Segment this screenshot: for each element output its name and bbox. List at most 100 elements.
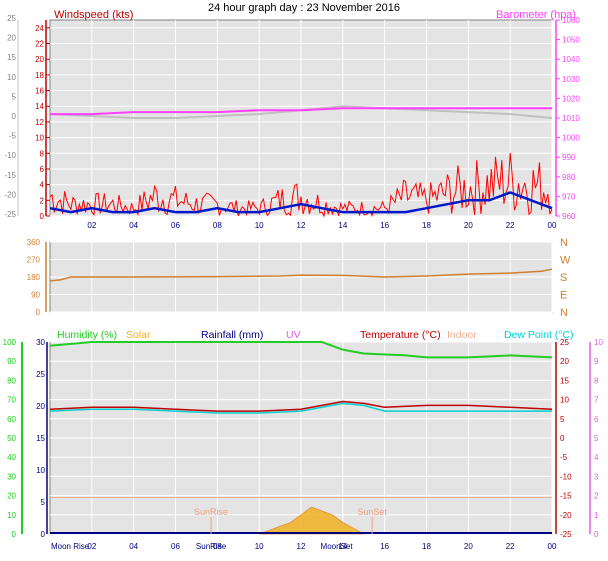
right-tick-label: 980 (562, 173, 576, 182)
outer-tick-label: 25 (7, 14, 16, 23)
time-tick-label: 16 (380, 221, 389, 230)
humidity-tick-label: 40 (7, 453, 16, 462)
sunrise-bottom-label: SunRise (196, 542, 227, 551)
time-tick-label: 20 (464, 221, 473, 230)
left-tick-label: 2 (40, 196, 45, 205)
humidity-tick-label: 50 (7, 434, 16, 443)
moonrise-label: Moon Rise (51, 542, 90, 551)
legend-entry: Rainfall (mm) (201, 329, 263, 341)
time-tick-label: 02 (87, 542, 96, 551)
rain-tick-label: 15 (36, 434, 45, 443)
time-tick-label: 14 (338, 542, 347, 551)
time-tick-label: 02 (87, 221, 96, 230)
left-tick-label: 360 (27, 238, 41, 247)
legend-entry: Indoor (447, 329, 477, 341)
temp-tick-label: 10 (560, 396, 569, 405)
time-tick-label: 06 (171, 542, 180, 551)
outer-tick-label: -25 (4, 210, 16, 219)
humidity-tick-label: 10 (7, 511, 16, 520)
temperature-line (49, 400, 553, 412)
uv-tick-label: 10 (594, 338, 603, 347)
uv-tick-label: 3 (594, 472, 599, 481)
temp-tick-label: 15 (560, 376, 569, 385)
temp-tick-label: -25 (560, 530, 572, 539)
direction-label: N (560, 307, 568, 319)
left-tick-label: 20 (35, 55, 44, 64)
direction-label: W (560, 255, 571, 267)
rain-tick-label: 25 (36, 370, 45, 379)
uv-tick-label: 6 (594, 415, 599, 424)
outer-tick-label: 0 (12, 112, 17, 121)
rain-tick-label: 30 (36, 338, 45, 347)
left-tick-label: 14 (35, 102, 44, 111)
time-tick-label: 20 (464, 542, 473, 551)
uv-tick-label: 8 (594, 376, 599, 385)
left-tick-label: 6 (40, 165, 45, 174)
humidity-tick-label: 70 (7, 396, 16, 405)
time-tick-label: 00 (548, 542, 557, 551)
right-tick-label: 1010 (562, 114, 580, 123)
left-tick-label: 0 (40, 212, 45, 221)
time-tick-label: 14 (338, 221, 347, 230)
outer-tick-label: 5 (12, 92, 17, 101)
humidity-tick-label: 80 (7, 376, 16, 385)
time-tick-label: 22 (506, 221, 515, 230)
outer-tick-label: -10 (4, 151, 16, 160)
left-tick-label: 22 (35, 40, 44, 49)
time-tick-label: 16 (380, 542, 389, 551)
humidity-tick-label: 20 (7, 492, 16, 501)
humidity-tick-label: 0 (12, 530, 17, 539)
humidity-tick-label: 90 (7, 357, 16, 366)
outer-tick-label: 10 (7, 73, 16, 82)
time-tick-label: 04 (129, 221, 138, 230)
outer-tick-label: -15 (4, 171, 16, 180)
right-tick-label: 1040 (562, 55, 580, 64)
outer-tick-label: 20 (7, 34, 16, 43)
left-tick-label: 90 (31, 291, 40, 300)
moonset-label: MoonSet (321, 542, 354, 551)
time-tick-label: 12 (297, 221, 306, 230)
time-tick-label: 10 (255, 542, 264, 551)
right-tick-label: 1000 (562, 134, 580, 143)
page-title: 24 hour graph day : 23 November 2016 (208, 2, 400, 14)
temp-tick-label: 20 (560, 357, 569, 366)
legend-entry: Humidity (%) (57, 329, 117, 341)
wind-barometer-panel: 024681012141618202224-25-20-15-10-505101… (4, 9, 580, 230)
sunrise-label: SunRise (194, 507, 228, 517)
legend-entry: Solar (126, 329, 151, 341)
left-tick-label: 16 (35, 87, 44, 96)
humidity-tick-label: 60 (7, 415, 16, 424)
temp-tick-label: 5 (560, 415, 565, 424)
uv-tick-label: 5 (594, 434, 599, 443)
barometer-line (50, 107, 552, 116)
right-tick-label: 990 (562, 153, 576, 162)
time-tick-label: 06 (171, 221, 180, 230)
wind-average-line (49, 191, 553, 214)
right-tick-label: 1050 (562, 36, 580, 45)
humidity-tick-label: 30 (7, 472, 16, 481)
legend-entry: Dew Point (°C) (504, 329, 574, 341)
time-tick-label: 18 (422, 542, 431, 551)
left-tick-label: 270 (27, 256, 41, 265)
left-tick-label: 12 (35, 118, 44, 127)
left-axis-label: Windspeed (kts) (54, 9, 133, 21)
right-axis-label: Barometer (hpa) (496, 9, 576, 21)
legend-entry: UV (286, 329, 301, 341)
right-tick-label: 1060 (562, 16, 580, 25)
outer-tick-label: -20 (4, 190, 16, 199)
rain-tick-label: 20 (36, 402, 45, 411)
uv-tick-label: 7 (594, 396, 599, 405)
temp-tick-label: -5 (560, 453, 568, 462)
time-tick-label: 18 (422, 221, 431, 230)
uv-tick-label: 0 (594, 530, 599, 539)
uv-tick-label: 2 (594, 492, 599, 501)
direction-label: N (560, 237, 568, 249)
legend-entry: Temperature (°C) (360, 329, 441, 341)
outer-tick-label: -5 (9, 132, 17, 141)
right-tick-label: 1020 (562, 94, 580, 103)
temperature-humidity-panel: Humidity (%) Solar Rainfall (mm) UV Temperat… (3, 329, 604, 551)
rain-tick-label: 10 (36, 466, 45, 475)
temp-tick-label: 0 (560, 434, 565, 443)
